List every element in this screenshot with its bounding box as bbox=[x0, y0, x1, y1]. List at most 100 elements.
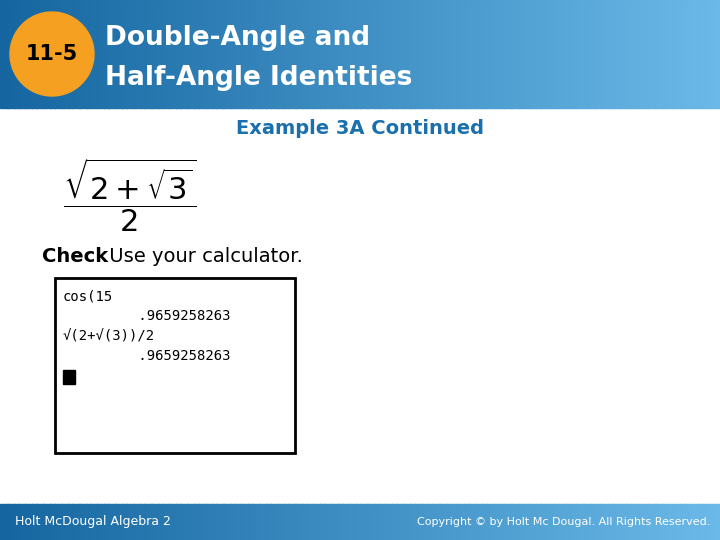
Bar bbox=[392, 0, 397, 108]
Bar bbox=[252, 0, 256, 108]
Bar bbox=[680, 504, 685, 540]
Bar bbox=[158, 504, 163, 540]
Bar bbox=[670, 0, 674, 108]
Bar bbox=[518, 0, 523, 108]
Bar bbox=[346, 0, 350, 108]
Bar bbox=[562, 0, 566, 108]
Bar bbox=[407, 504, 411, 540]
Bar bbox=[277, 0, 282, 108]
Bar bbox=[342, 0, 346, 108]
Bar bbox=[72, 0, 76, 108]
Bar bbox=[230, 0, 235, 108]
Bar bbox=[511, 504, 516, 540]
Bar bbox=[583, 504, 588, 540]
Bar bbox=[295, 504, 300, 540]
Bar bbox=[371, 0, 375, 108]
Bar bbox=[490, 504, 494, 540]
Bar bbox=[112, 504, 116, 540]
Bar bbox=[252, 504, 256, 540]
Bar bbox=[353, 0, 357, 108]
Bar bbox=[299, 504, 303, 540]
Bar bbox=[695, 504, 699, 540]
Bar bbox=[562, 504, 566, 540]
Bar bbox=[198, 0, 202, 108]
Bar bbox=[61, 0, 66, 108]
Bar bbox=[148, 0, 152, 108]
Bar bbox=[472, 0, 476, 108]
Bar bbox=[148, 504, 152, 540]
Bar bbox=[234, 504, 238, 540]
Bar bbox=[356, 504, 361, 540]
Bar bbox=[0, 0, 4, 108]
Bar bbox=[572, 0, 577, 108]
Bar bbox=[400, 0, 404, 108]
Bar bbox=[328, 0, 332, 108]
Bar bbox=[212, 504, 217, 540]
Bar bbox=[544, 0, 548, 108]
Bar bbox=[378, 0, 382, 108]
Bar bbox=[266, 0, 271, 108]
Bar bbox=[493, 504, 498, 540]
Bar bbox=[630, 504, 634, 540]
Bar bbox=[306, 504, 310, 540]
Bar bbox=[486, 504, 490, 540]
Bar bbox=[468, 0, 472, 108]
Bar bbox=[403, 504, 408, 540]
Bar bbox=[263, 0, 267, 108]
Bar bbox=[58, 0, 62, 108]
Bar bbox=[259, 504, 264, 540]
Bar bbox=[533, 0, 537, 108]
Bar bbox=[4, 0, 8, 108]
Bar bbox=[151, 504, 156, 540]
Bar bbox=[104, 0, 109, 108]
Bar bbox=[220, 0, 224, 108]
Bar bbox=[313, 0, 318, 108]
Bar bbox=[382, 0, 386, 108]
Bar bbox=[331, 504, 336, 540]
Bar bbox=[63, 370, 75, 384]
Bar bbox=[641, 504, 645, 540]
Bar bbox=[331, 0, 336, 108]
Bar bbox=[349, 504, 354, 540]
Bar bbox=[356, 0, 361, 108]
Bar bbox=[569, 504, 573, 540]
Bar bbox=[166, 0, 170, 108]
Bar bbox=[400, 504, 404, 540]
Bar bbox=[698, 0, 703, 108]
Bar bbox=[461, 504, 465, 540]
Bar bbox=[173, 0, 177, 108]
Bar bbox=[54, 504, 58, 540]
Bar bbox=[295, 0, 300, 108]
Bar bbox=[583, 0, 588, 108]
Bar bbox=[551, 504, 555, 540]
Bar bbox=[634, 504, 638, 540]
Bar bbox=[439, 0, 444, 108]
Bar bbox=[360, 0, 364, 108]
Bar bbox=[79, 0, 84, 108]
Bar bbox=[274, 504, 278, 540]
Bar bbox=[403, 0, 408, 108]
Bar bbox=[241, 504, 246, 540]
Bar bbox=[241, 0, 246, 108]
Text: 11-5: 11-5 bbox=[26, 44, 78, 64]
Bar bbox=[706, 504, 710, 540]
Bar bbox=[126, 0, 130, 108]
Bar bbox=[648, 504, 652, 540]
Bar bbox=[47, 504, 51, 540]
Bar bbox=[540, 504, 544, 540]
Bar bbox=[130, 0, 134, 108]
Bar bbox=[580, 504, 584, 540]
Bar bbox=[158, 0, 163, 108]
Bar bbox=[7, 504, 12, 540]
Bar bbox=[61, 504, 66, 540]
Bar bbox=[36, 504, 40, 540]
Bar bbox=[162, 504, 166, 540]
Bar bbox=[666, 0, 670, 108]
Bar bbox=[259, 0, 264, 108]
Bar bbox=[205, 0, 210, 108]
Bar bbox=[713, 504, 717, 540]
Text: Example 3A Continued: Example 3A Continued bbox=[236, 118, 484, 138]
Bar bbox=[425, 504, 429, 540]
Bar bbox=[601, 504, 606, 540]
Bar bbox=[432, 0, 436, 108]
